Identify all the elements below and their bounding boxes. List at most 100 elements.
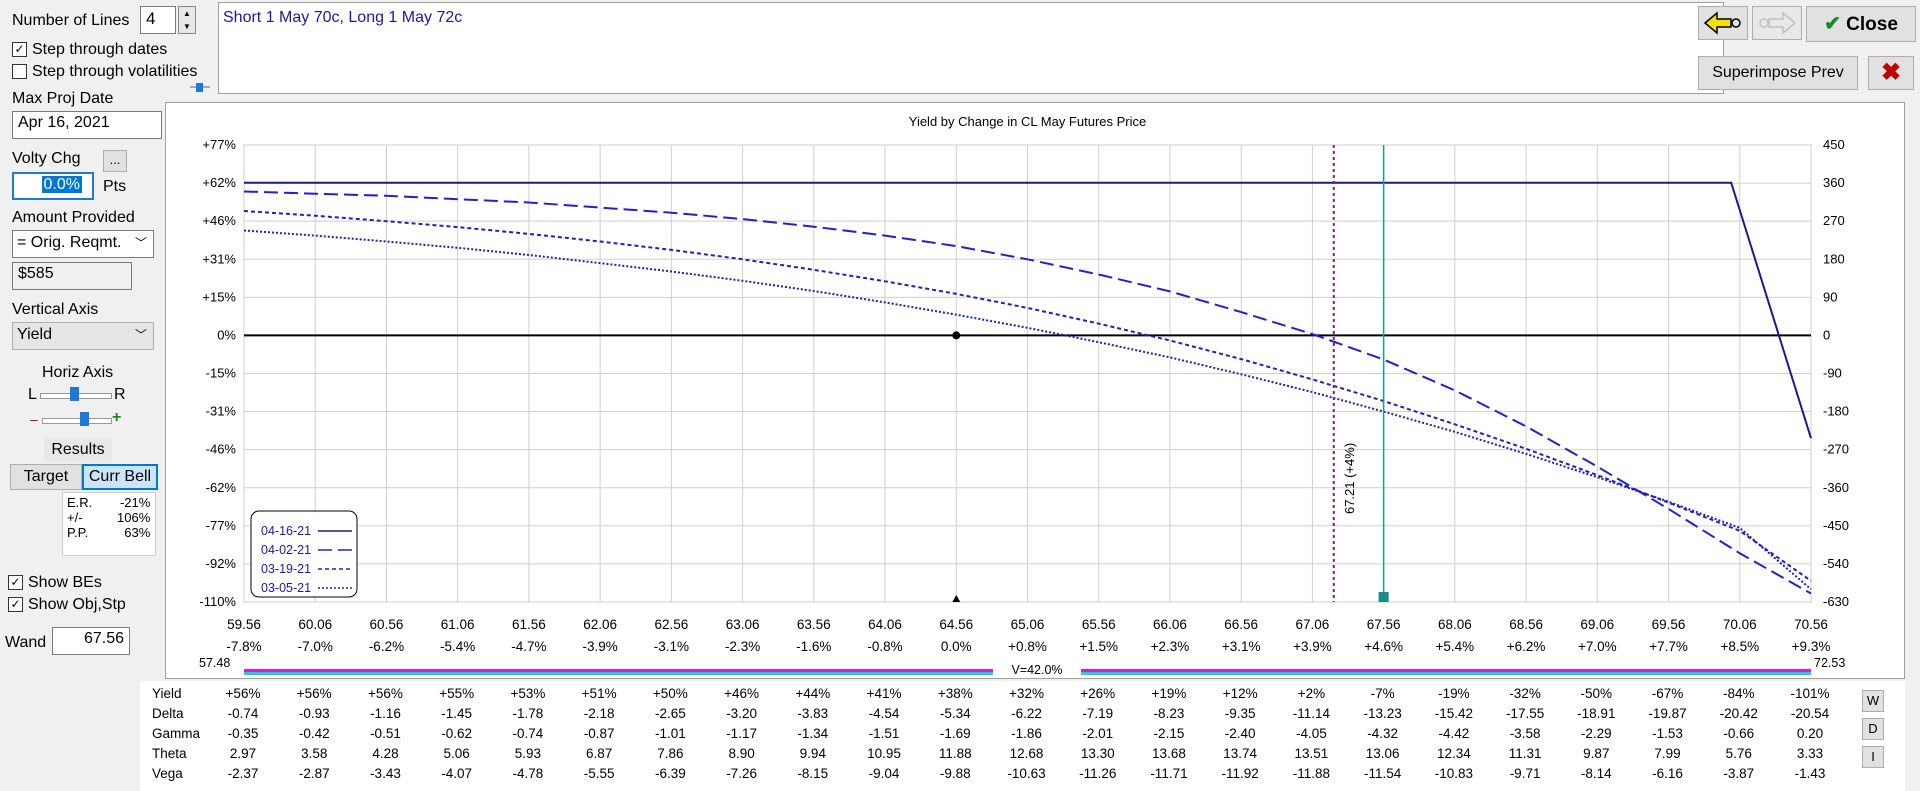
close-button[interactable]: ✔ Close xyxy=(1806,6,1916,42)
step-dates-checkbox[interactable]: ✓ xyxy=(12,42,27,58)
table-cell: -17.55 xyxy=(1505,706,1545,721)
vertical-axis-select[interactable]: Yield ﹀ xyxy=(12,322,154,350)
amount-provided-select[interactable]: = Orig. Reqmt. ﹀ xyxy=(12,230,154,258)
table-cell: 12.68 xyxy=(1009,746,1044,761)
x-pct-tick-label: -1.6% xyxy=(796,639,831,654)
table-cell: +55% xyxy=(439,686,475,701)
table-cell: -1.34 xyxy=(797,726,829,741)
table-cell: -20.54 xyxy=(1790,706,1830,721)
x-pct-tick-label: +3.9% xyxy=(1293,639,1332,654)
table-cell: -9.35 xyxy=(1224,706,1256,721)
stat-row-pp: P.P. 63% xyxy=(67,525,151,540)
delete-icon[interactable]: ✖ xyxy=(1868,56,1914,90)
table-side-button-w[interactable]: W xyxy=(1862,690,1884,712)
y-left-tick-label: +15% xyxy=(202,289,236,304)
table-cell: +2% xyxy=(1297,686,1326,701)
table-cell: -10.83 xyxy=(1434,766,1473,781)
right-arrow-icon xyxy=(1759,11,1797,35)
target-button[interactable]: Target xyxy=(10,464,82,490)
amount-value-field: $585 xyxy=(12,262,132,290)
x-pct-tick-label: -2.3% xyxy=(725,639,760,654)
table-cell: -7.26 xyxy=(726,766,757,781)
results-stats-box: E.R. -21% +/- 106% P.P. 63% xyxy=(62,492,156,556)
table-cell: -11.92 xyxy=(1221,766,1259,781)
superimpose-prev-button[interactable]: Superimpose Prev xyxy=(1698,56,1858,90)
step-dates-row[interactable]: ✓ Step through dates xyxy=(12,41,167,59)
table-cell: -8.15 xyxy=(797,766,829,781)
x-tick-label: 67.56 xyxy=(1367,617,1401,632)
table-cell: -2.01 xyxy=(1082,726,1114,741)
wand-input[interactable]: 67.56 xyxy=(52,627,130,655)
number-of-lines-input[interactable]: 4 xyxy=(140,6,176,34)
table-cell: -2.65 xyxy=(654,706,686,721)
table-cell: 7.99 xyxy=(1654,746,1681,761)
volty-chg-input[interactable]: 0.0% xyxy=(12,172,94,200)
table-cell: -2.18 xyxy=(583,706,615,721)
table-cell: -2.15 xyxy=(1153,726,1185,741)
table-cell: -11.88 xyxy=(1292,766,1331,781)
x-pct-tick-label: +9.3% xyxy=(1792,639,1831,654)
step-vols-row[interactable]: Step through volatilities xyxy=(12,63,197,81)
table-cell: 10.95 xyxy=(867,746,901,761)
yield-chart[interactable]: Yield by Change in CL May Futures Price 5… xyxy=(166,103,1904,678)
x-pct-tick-label: -6.2% xyxy=(369,639,404,654)
y-right-tick-label: 0 xyxy=(1823,327,1830,342)
table-cell: -4.07 xyxy=(441,766,473,781)
table-row-label: Delta xyxy=(152,706,184,721)
horiz-zoom-slider-thumb[interactable] xyxy=(80,412,89,426)
x-tick-label: 69.06 xyxy=(1580,617,1614,632)
table-cell: -7% xyxy=(1370,686,1395,701)
y-right-tick-label: 180 xyxy=(1823,251,1845,266)
table-cell: -5.34 xyxy=(939,706,971,721)
horiz-lr-slider-thumb[interactable] xyxy=(70,387,79,401)
volty-ellipsis-button[interactable]: ... xyxy=(103,150,127,172)
x-tick-label: 66.56 xyxy=(1224,617,1258,632)
table-cell: -3.87 xyxy=(1723,766,1755,781)
table-cell: -15.42 xyxy=(1434,706,1473,721)
x-tick-label: 69.56 xyxy=(1652,617,1686,632)
wand-marker xyxy=(1378,592,1389,602)
x-pct-tick-label: +7.0% xyxy=(1578,639,1617,654)
spinner-down-icon[interactable]: ▼ xyxy=(183,22,191,31)
next-arrow-button[interactable] xyxy=(1752,6,1802,40)
description-box[interactable]: Short 1 May 70c, Long 1 May 72c xyxy=(218,2,1724,94)
step-vols-checkbox[interactable] xyxy=(12,64,27,80)
y-right-tick-label: 360 xyxy=(1823,175,1845,190)
max-proj-date-input[interactable]: Apr 16, 2021 xyxy=(12,111,162,139)
table-cell: +44% xyxy=(795,686,831,701)
table-cell: -1.45 xyxy=(441,706,473,721)
horiz-zoom-slider[interactable] xyxy=(42,418,112,424)
show-obj-row[interactable]: ✓ Show Obj,Stp xyxy=(8,596,126,614)
table-cell: -0.35 xyxy=(227,726,259,741)
number-of-lines-spinner[interactable]: ▲ ▼ xyxy=(178,6,196,34)
table-cell: -11.26 xyxy=(1079,766,1117,781)
table-cell: -101% xyxy=(1790,686,1830,701)
spinner-up-icon[interactable]: ▲ xyxy=(183,9,191,18)
table-cell: 8.90 xyxy=(728,746,755,761)
x-pct-tick-label: 0.0% xyxy=(941,639,972,654)
table-cell: +56% xyxy=(368,686,403,701)
y-left-tick-label: -92% xyxy=(206,556,237,571)
chevron-down-icon: ﹀ xyxy=(134,328,147,342)
y-left-tick-label: 0% xyxy=(217,327,236,342)
show-bes-row[interactable]: ✓ Show BEs xyxy=(8,574,102,592)
table-side-button-i[interactable]: I xyxy=(1862,746,1884,768)
show-bes-checkbox[interactable]: ✓ xyxy=(8,575,23,591)
x-pct-tick-label: -4.7% xyxy=(511,639,546,654)
table-cell: -1.69 xyxy=(939,726,971,741)
table-cell: 0.20 xyxy=(1796,726,1824,741)
prev-arrow-button[interactable] xyxy=(1698,6,1748,40)
chart-panel[interactable]: Yield by Change in CL May Futures Price 5… xyxy=(165,102,1905,679)
x-tick-label: 70.56 xyxy=(1794,617,1828,632)
x-tick-label: 60.06 xyxy=(298,617,332,632)
curr-bell-button[interactable]: Curr Bell xyxy=(82,464,158,490)
table-cell: -2.40 xyxy=(1224,726,1256,741)
series-line-04-16-21 xyxy=(244,181,1812,439)
description-resize-icon[interactable] xyxy=(190,83,210,92)
table-cell: -19% xyxy=(1438,686,1470,701)
show-obj-checkbox[interactable]: ✓ xyxy=(8,597,23,613)
vertical-axis-label: Vertical Axis xyxy=(12,301,99,318)
x-pct-tick-label: -3.9% xyxy=(582,639,617,654)
table-cell: -1.43 xyxy=(1794,766,1826,781)
table-side-button-d[interactable]: D xyxy=(1862,718,1884,740)
